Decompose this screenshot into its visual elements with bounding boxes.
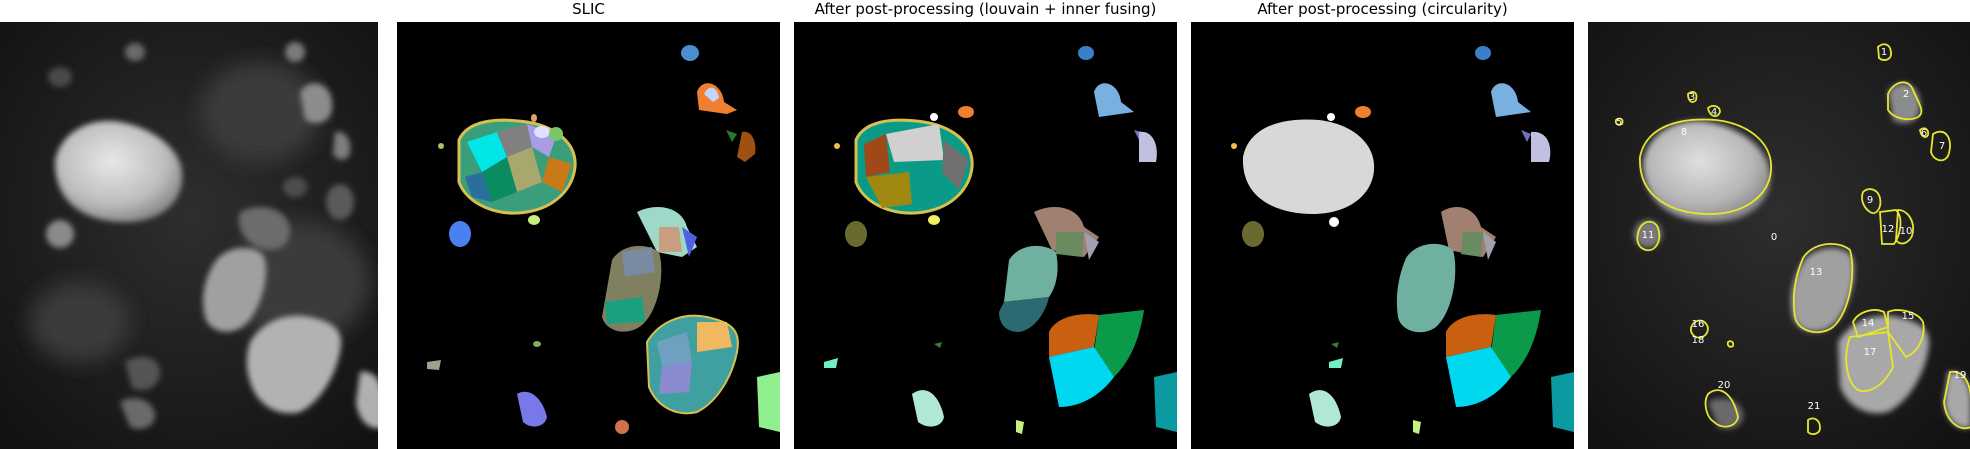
cell-contours xyxy=(1614,43,1970,435)
cell-label-6: 6 xyxy=(1921,128,1927,139)
cell-label-13: 13 xyxy=(1810,267,1823,278)
circularity-segmentation xyxy=(1191,22,1574,449)
cell-label-15: 15 xyxy=(1902,311,1915,322)
cell-label-12: 12 xyxy=(1882,224,1895,235)
cell-label-8: 8 xyxy=(1681,127,1687,138)
slic-panel xyxy=(397,22,780,449)
cell-label-21: 21 xyxy=(1808,401,1821,412)
cell-label-17: 17 xyxy=(1864,347,1877,358)
cell-label-10: 10 xyxy=(1900,226,1913,237)
original-image-panel xyxy=(0,22,383,449)
cell-label-16: 16 xyxy=(1692,319,1705,330)
cell-label-9: 9 xyxy=(1867,195,1873,206)
panel-title-3: After post-processing (circularity) xyxy=(1257,0,1508,18)
cell-labels: 0 1 2 3 4 5 6 7 8 9 10 11 12 13 14 15 16… xyxy=(1616,47,1967,412)
cell-label-18: 18 xyxy=(1692,335,1705,346)
louvain-segmentation xyxy=(794,22,1177,449)
cell-label-20: 20 xyxy=(1718,380,1731,391)
louvain-panel xyxy=(794,22,1177,449)
original-image xyxy=(0,22,383,449)
cell-label-2: 2 xyxy=(1903,89,1909,100)
cell-label-1: 1 xyxy=(1881,47,1887,58)
cell-label-11: 11 xyxy=(1642,230,1655,241)
cell-label-5: 5 xyxy=(1616,117,1622,128)
cell-label-4: 4 xyxy=(1711,107,1717,118)
circularity-panel xyxy=(1191,22,1574,449)
contour-overlay-panel: 0 1 2 3 4 5 6 7 8 9 10 11 12 13 14 15 16… xyxy=(1588,22,1970,449)
panel-title-1: SLIC xyxy=(572,0,605,18)
panel-title-2: After post-processing (louvain + inner f… xyxy=(814,0,1157,18)
cell-label-0: 0 xyxy=(1771,232,1777,243)
cell-label-14: 14 xyxy=(1862,318,1875,329)
cell-label-19: 19 xyxy=(1954,370,1967,381)
contour-overlay: 0 1 2 3 4 5 6 7 8 9 10 11 12 13 14 15 16… xyxy=(1588,22,1970,449)
cell-label-7: 7 xyxy=(1939,141,1945,152)
cell-label-3: 3 xyxy=(1689,92,1695,103)
slic-segmentation xyxy=(397,22,780,449)
